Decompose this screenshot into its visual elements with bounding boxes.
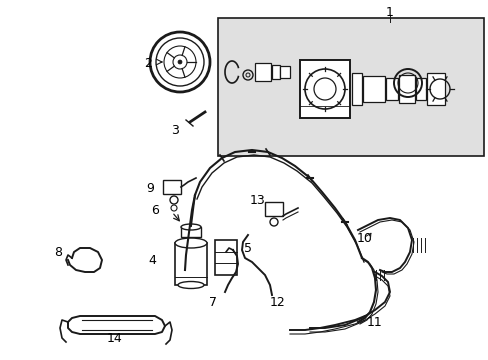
Ellipse shape — [175, 238, 206, 248]
Text: 5: 5 — [244, 242, 251, 255]
Text: 4: 4 — [148, 253, 156, 266]
Bar — [218, 18, 483, 156]
Bar — [398, 75, 414, 103]
Text: 10: 10 — [356, 231, 372, 244]
Ellipse shape — [178, 282, 203, 288]
Circle shape — [178, 60, 182, 64]
Bar — [163, 180, 181, 194]
Bar — [362, 76, 384, 102]
Bar — [175, 243, 206, 285]
Ellipse shape — [181, 224, 201, 230]
Bar — [299, 60, 349, 118]
Bar — [181, 227, 201, 237]
Text: 9: 9 — [146, 181, 154, 194]
Bar — [415, 78, 425, 100]
Text: 14: 14 — [107, 332, 122, 345]
Bar — [426, 73, 444, 105]
Text: 1: 1 — [385, 5, 393, 18]
FancyBboxPatch shape — [215, 240, 237, 275]
Text: 2: 2 — [144, 57, 152, 69]
Bar — [271, 65, 280, 79]
Text: 3: 3 — [171, 123, 179, 136]
Bar — [280, 66, 289, 78]
Text: 8: 8 — [54, 246, 62, 258]
Bar — [254, 63, 270, 81]
Bar — [264, 202, 283, 216]
Text: 6: 6 — [151, 203, 159, 216]
Bar — [385, 78, 397, 100]
Text: 11: 11 — [366, 315, 382, 328]
Bar — [351, 73, 361, 105]
Text: 12: 12 — [269, 296, 285, 309]
Text: 7: 7 — [208, 296, 217, 309]
Text: 13: 13 — [250, 194, 265, 207]
